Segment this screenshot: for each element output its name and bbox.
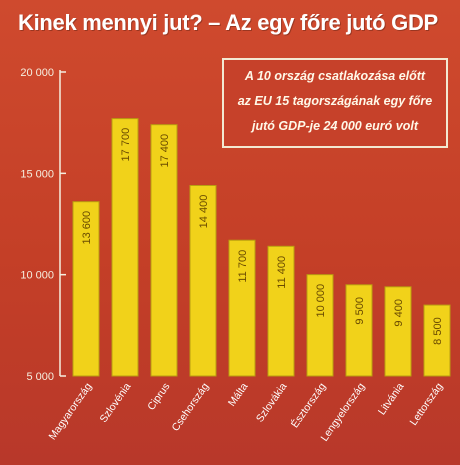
bar-value-label: 9 500 bbox=[354, 297, 366, 325]
x-category-label: Szlovákia bbox=[254, 381, 290, 425]
bar-value-label: 14 400 bbox=[198, 195, 210, 229]
y-tick-label: 5 000 bbox=[26, 371, 54, 383]
bar-value-label: 9 400 bbox=[393, 299, 405, 327]
annotation-line-2: az EU 15 tagországának egy főre bbox=[237, 94, 433, 108]
x-category-label: Lettország bbox=[408, 381, 446, 428]
x-category-label: Litvánia bbox=[376, 381, 407, 418]
x-category-label: Észtország bbox=[288, 380, 329, 430]
bar-value-label: 11 400 bbox=[276, 256, 288, 289]
y-tick-label: 10 000 bbox=[20, 270, 54, 282]
bar bbox=[345, 284, 373, 377]
bar bbox=[228, 239, 256, 377]
bar bbox=[267, 245, 295, 377]
annotation-line-3: jutó GDP-je 24 000 euró volt bbox=[251, 119, 418, 133]
bar bbox=[423, 304, 451, 377]
x-category-label: Magyarország bbox=[46, 381, 94, 443]
bar-value-label: 17 700 bbox=[120, 128, 132, 162]
x-category-label: Csehország bbox=[169, 381, 211, 434]
y-tick-label: 20 000 bbox=[20, 67, 54, 79]
bar-value-label: 11 700 bbox=[237, 250, 249, 283]
chart-title: Kinek mennyi jut? – Az egy főre jutó GDP bbox=[18, 10, 438, 35]
bar bbox=[150, 124, 178, 377]
y-tick-label: 15 000 bbox=[20, 168, 54, 180]
annotation-box: A 10 ország csatlakozása előtt az EU 15 … bbox=[222, 58, 448, 148]
bar-value-label: 13 600 bbox=[81, 211, 93, 245]
bar bbox=[111, 118, 139, 377]
bar-value-label: 10 000 bbox=[315, 284, 327, 318]
bar bbox=[384, 286, 412, 377]
bar-value-label: 17 400 bbox=[159, 134, 171, 168]
bar bbox=[306, 274, 334, 377]
x-category-label: Szlovénia bbox=[98, 381, 134, 425]
bar bbox=[189, 184, 217, 377]
bar bbox=[72, 201, 100, 377]
bar-value-label: 8 500 bbox=[432, 317, 444, 345]
x-category-label: Málta bbox=[226, 381, 251, 409]
x-category-label: Ciprus bbox=[145, 381, 172, 413]
annotation-line-1: A 10 ország csatlakozása előtt bbox=[244, 69, 426, 83]
